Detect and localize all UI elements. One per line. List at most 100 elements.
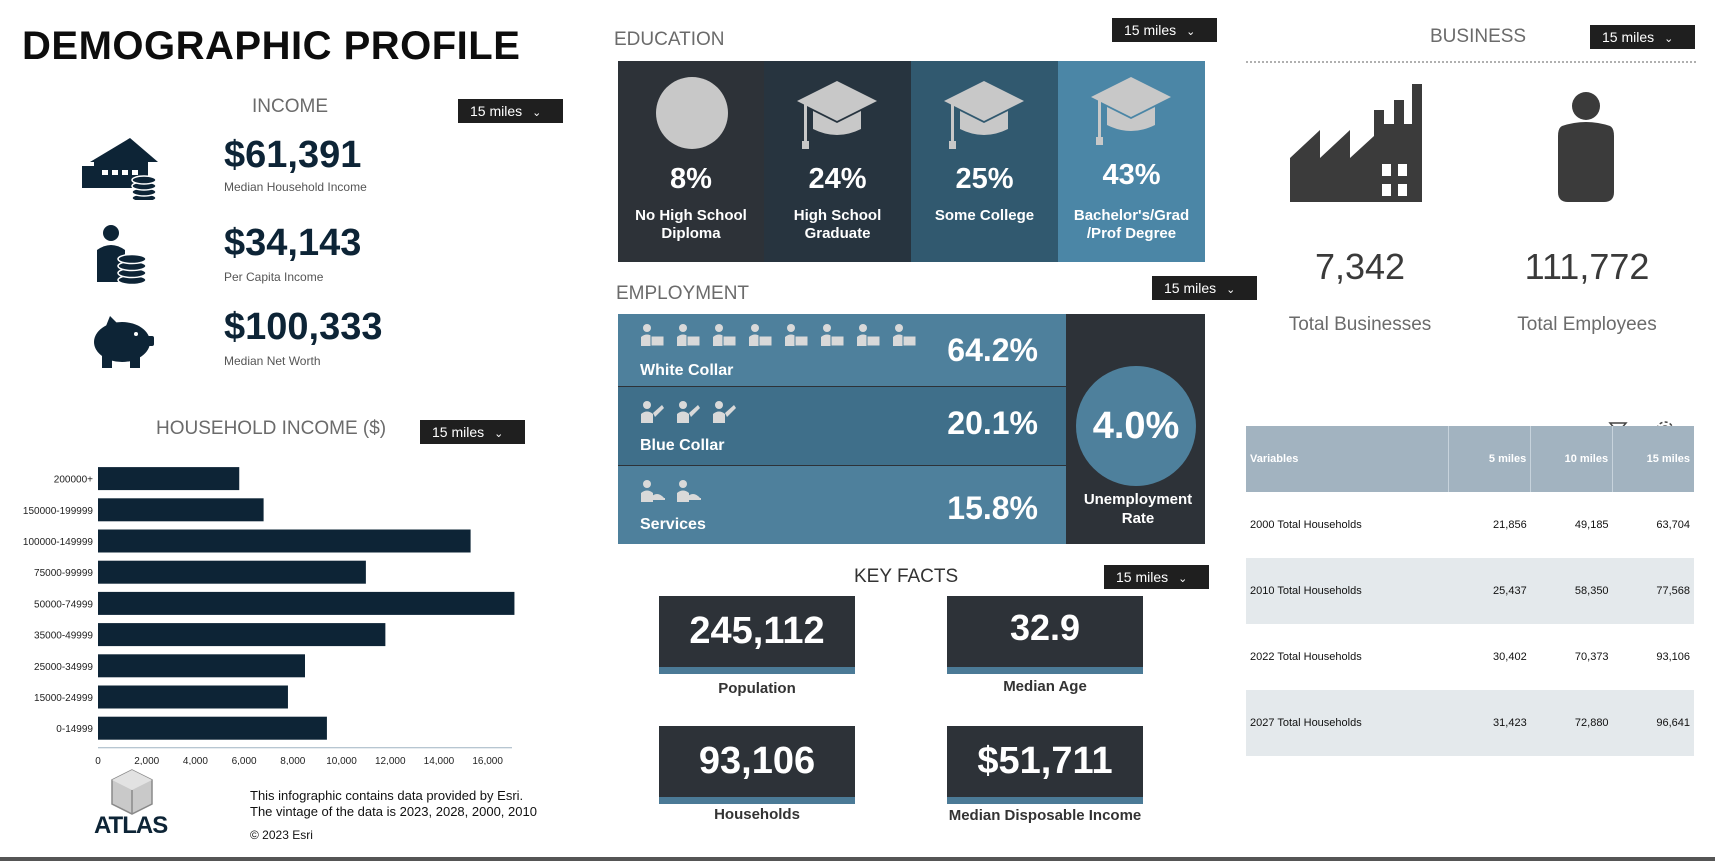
- piggy-bank-icon: [94, 316, 154, 368]
- key-facts-radius-dropdown[interactable]: 15 miles ⌄: [1104, 565, 1209, 589]
- table-cell: 58,350: [1530, 558, 1613, 624]
- service-worker-icon: [677, 480, 701, 502]
- households-label: Households: [714, 806, 800, 823]
- house-coins-icon: [82, 138, 158, 200]
- column-header[interactable]: 5 miles: [1448, 426, 1532, 492]
- office-worker-icon: [677, 324, 701, 347]
- household-income-radius-dropdown[interactable]: 15 miles ⌄: [420, 420, 525, 444]
- table-cell: 2027 Total Households: [1246, 690, 1449, 756]
- population-label: Population: [718, 680, 796, 697]
- total-employees-label: Total Employees: [1517, 314, 1657, 335]
- total-employees-value: 111,772: [1524, 246, 1650, 287]
- education-pct: 43%: [1102, 159, 1161, 191]
- bar-100000-149999[interactable]: [98, 529, 471, 553]
- dropdown-value: 15 miles: [1602, 29, 1655, 45]
- x-tick-label: 8,000: [280, 756, 305, 765]
- bar-35000-49999[interactable]: [98, 623, 386, 647]
- column-header[interactable]: 10 miles: [1530, 426, 1614, 492]
- total-businesses-value: 7,342: [1314, 246, 1406, 287]
- income-heading: INCOME: [252, 96, 328, 117]
- category-label: 75000-99999: [34, 568, 93, 579]
- employment-blue-collar: Blue Collar 20.1%: [618, 387, 1066, 465]
- table-cell: 30,402: [1493, 651, 1527, 663]
- table-cell: 2000 Total Households: [1250, 519, 1362, 531]
- education-pct: 25%: [955, 163, 1014, 195]
- employment-radius-dropdown[interactable]: 15 miles ⌄: [1152, 276, 1257, 300]
- variables-table: Variables 5 miles 10 miles 15 miles 2000…: [1246, 426, 1694, 756]
- service-worker-icon: [641, 480, 665, 502]
- employment-heading: EMPLOYMENT: [616, 283, 750, 304]
- households-value: 93,106: [659, 726, 855, 804]
- office-worker-icon: [857, 324, 881, 347]
- median-disposable-income-value: $51,711: [947, 726, 1143, 804]
- services-icons: [638, 478, 710, 506]
- white-collar-icons: [638, 322, 926, 350]
- bar-50000-74999[interactable]: [98, 591, 515, 615]
- bar-15000-24999[interactable]: [98, 685, 288, 709]
- bottom-border: [0, 857, 1715, 861]
- chevron-down-icon: ⌄: [1178, 573, 1188, 585]
- table-cell: 72,880: [1530, 690, 1613, 756]
- category-label: 100000-149999: [23, 537, 94, 548]
- dropdown-value: 15 miles: [1116, 569, 1169, 585]
- column-header[interactable]: Variables: [1246, 426, 1450, 492]
- table-cell: 21,856: [1493, 519, 1527, 531]
- per-capita-income-label: Per Capita Income: [224, 270, 324, 284]
- bar-150000-199999[interactable]: [98, 498, 264, 522]
- table-cell: 31,423: [1448, 690, 1531, 756]
- education-panel: 8% No High School Diploma 24% High Schoo…: [618, 61, 1205, 262]
- table-cell: 2022 Total Households: [1250, 651, 1362, 663]
- footer-note-line1: This infographic contains data provided …: [250, 788, 524, 803]
- factory-icon: [1290, 84, 1422, 202]
- bar-200000+[interactable]: [98, 467, 240, 491]
- business-radius-dropdown[interactable]: 15 miles ⌄: [1590, 25, 1695, 49]
- median-net-worth-label: Median Net Worth: [224, 354, 321, 368]
- chevron-down-icon: ⌄: [1226, 284, 1236, 296]
- key-facts-heading: KEY FACTS: [854, 566, 959, 587]
- category-label: 150000-199999: [23, 506, 94, 517]
- chevron-down-icon: ⌄: [494, 428, 504, 440]
- x-tick-label: 2,000: [134, 756, 159, 765]
- table-row: 2000 Total Households 21,856 49,185 63,7…: [1246, 492, 1694, 558]
- x-tick-label: 10,000: [326, 756, 357, 765]
- median-household-income-value: $61,391: [224, 134, 362, 176]
- person-coins-icon: [97, 225, 147, 286]
- unemployment-rate-value: 4.0%: [1076, 366, 1196, 486]
- employment-name: White Collar: [640, 362, 734, 379]
- education-label: Bachelor's/Grad /Prof Degree: [1073, 207, 1190, 242]
- unemployment-rate-label: Unemployment Rate: [1083, 491, 1193, 527]
- income-radius-dropdown[interactable]: 15 miles ⌄: [458, 99, 563, 123]
- employment-pct: 20.1%: [947, 405, 1038, 441]
- education-high-school: 24% High School Graduate: [764, 61, 911, 262]
- education-radius-dropdown[interactable]: 15 miles ⌄: [1112, 18, 1217, 42]
- median-household-income-label: Median Household Income: [224, 180, 367, 194]
- employment-services: Services 15.8%: [618, 466, 1066, 544]
- blue-collar-icons: [638, 399, 746, 427]
- column-header[interactable]: 15 miles: [1612, 426, 1694, 492]
- variables-table-container: Variables 5 miles 10 miles 15 miles 2000…: [1246, 426, 1694, 756]
- x-tick-label: 6,000: [232, 756, 257, 765]
- education-pct: 8%: [670, 163, 712, 195]
- chevron-down-icon: ⌄: [1664, 33, 1674, 45]
- bar-0-14999[interactable]: [98, 716, 327, 740]
- bar-75000-99999[interactable]: [98, 560, 366, 584]
- office-worker-icon: [749, 324, 773, 347]
- x-tick-label: 16,000: [472, 756, 503, 765]
- dropdown-value: 15 miles: [1164, 280, 1217, 296]
- median-age-value: 32.9: [947, 596, 1143, 674]
- table-cell: 49,185: [1574, 519, 1609, 531]
- bar-25000-34999[interactable]: [98, 654, 305, 678]
- education-some-college: 25% Some College: [911, 61, 1058, 262]
- table-cell: 2010 Total Households: [1246, 558, 1449, 624]
- x-tick-label: 4,000: [183, 756, 208, 765]
- table-cell: 96,641: [1612, 690, 1694, 756]
- employment-white-collar: White Collar 64.2%: [618, 314, 1066, 386]
- category-label: 0-14999: [56, 724, 93, 735]
- median-disposable-income-label: Median Disposable Income: [948, 807, 1142, 824]
- table-cell: 63,704: [1656, 519, 1690, 531]
- office-worker-icon: [785, 324, 809, 347]
- household-income-svg: 200000+ 150000-199999 100000-149999 75000-9…: [23, 467, 515, 767]
- education-pct: 24%: [808, 163, 867, 195]
- atlas-logo-mark: [111, 769, 153, 815]
- employment-name: Blue Collar: [640, 437, 725, 454]
